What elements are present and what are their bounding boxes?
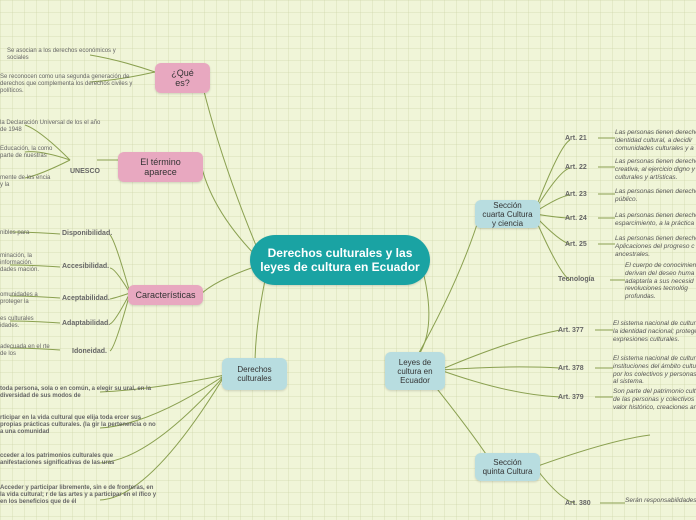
leaf-term-3: mente de los encia y la bbox=[0, 175, 55, 189]
unesco-label: UNESCO bbox=[70, 168, 100, 175]
art379-t: Son parte del patrimonio cult de las per… bbox=[613, 388, 696, 411]
root-node[interactable]: Derechos culturales y las leyes de cultu… bbox=[250, 235, 430, 285]
car-n5: adecuada en el rte de los bbox=[0, 344, 55, 358]
branch-termino[interactable]: El término aparece bbox=[118, 152, 203, 182]
leaf-term-2: Educación, la como parte de nuestras bbox=[0, 146, 60, 160]
art22: Art. 22 bbox=[565, 164, 587, 171]
art21-t: Las personas tienen derecho identidad cu… bbox=[615, 129, 696, 152]
art380-t: Serán responsabilidades bbox=[625, 497, 696, 505]
branch-leyes[interactable]: Leyes de cultura en Ecuador bbox=[385, 352, 445, 390]
tec-t: El cuerpo de conocimien derivan del dese… bbox=[625, 262, 696, 301]
art25: Art. 25 bbox=[565, 241, 587, 248]
art378: Art. 378 bbox=[558, 365, 584, 372]
art24-t: Las personas tienen derecho esparcimient… bbox=[615, 212, 696, 228]
art22-t: Las personas tienen derecho creativa, al… bbox=[615, 158, 696, 181]
car-n2: minación, la información. dades mación. bbox=[0, 253, 50, 274]
car-acc: Accesibilidad. bbox=[62, 263, 109, 270]
leaf-que-es-2: Se reconocen como una segunda generación… bbox=[0, 74, 140, 95]
car-n1: nibles para bbox=[0, 230, 45, 237]
leaf-term-1: la Declaración Universal de los el año d… bbox=[0, 120, 105, 134]
car-n3: omunidades a proteger la bbox=[0, 292, 50, 306]
art21: Art. 21 bbox=[565, 135, 587, 142]
tec: Tecnología bbox=[558, 276, 594, 283]
der-n2: rticipar en la vida cultural que elija t… bbox=[0, 415, 160, 436]
car-acep: Aceptabilidad. bbox=[62, 295, 110, 302]
art378-t: El sistema nacional de cultur institucio… bbox=[613, 355, 696, 386]
branch-seccion5[interactable]: Sección quinta Cultura bbox=[475, 453, 540, 481]
branch-caracteristicas[interactable]: Características bbox=[128, 285, 203, 305]
art23-t: Las personas tienen derecho público. bbox=[615, 188, 696, 204]
leaf-que-es-1: Se asocian a los derechos económicos y s… bbox=[7, 48, 132, 62]
art377: Art. 377 bbox=[558, 327, 584, 334]
der-n1: toda persona, sola o en común, a elegir … bbox=[0, 386, 160, 400]
der-n4: Acceder y participar libremente, sin e d… bbox=[0, 485, 160, 506]
car-adap: Adaptabilidad. bbox=[62, 320, 110, 327]
art24: Art. 24 bbox=[565, 215, 587, 222]
car-ido: Idoneidad. bbox=[72, 348, 107, 355]
branch-derechos[interactable]: Derechos culturales bbox=[222, 358, 287, 390]
der-n3: cceder a los patrimonios culturales que … bbox=[0, 453, 155, 467]
root-title: Derechos culturales y las leyes de cultu… bbox=[260, 246, 420, 274]
branch-que-es[interactable]: ¿Qué es? bbox=[155, 63, 210, 93]
car-disp: Disponibilidad. bbox=[62, 230, 112, 237]
art379: Art. 379 bbox=[558, 394, 584, 401]
car-n4: es culturales idades. bbox=[0, 316, 50, 330]
art25-t: Las personas tienen derecho Aplicaciones… bbox=[615, 235, 696, 258]
art377-t: El sistema nacional de cultur la identid… bbox=[613, 320, 696, 343]
branch-seccion4[interactable]: Sección cuarta Cultura y ciencia bbox=[475, 200, 540, 228]
art380: Art. 380 bbox=[565, 500, 591, 507]
art23: Art. 23 bbox=[565, 191, 587, 198]
